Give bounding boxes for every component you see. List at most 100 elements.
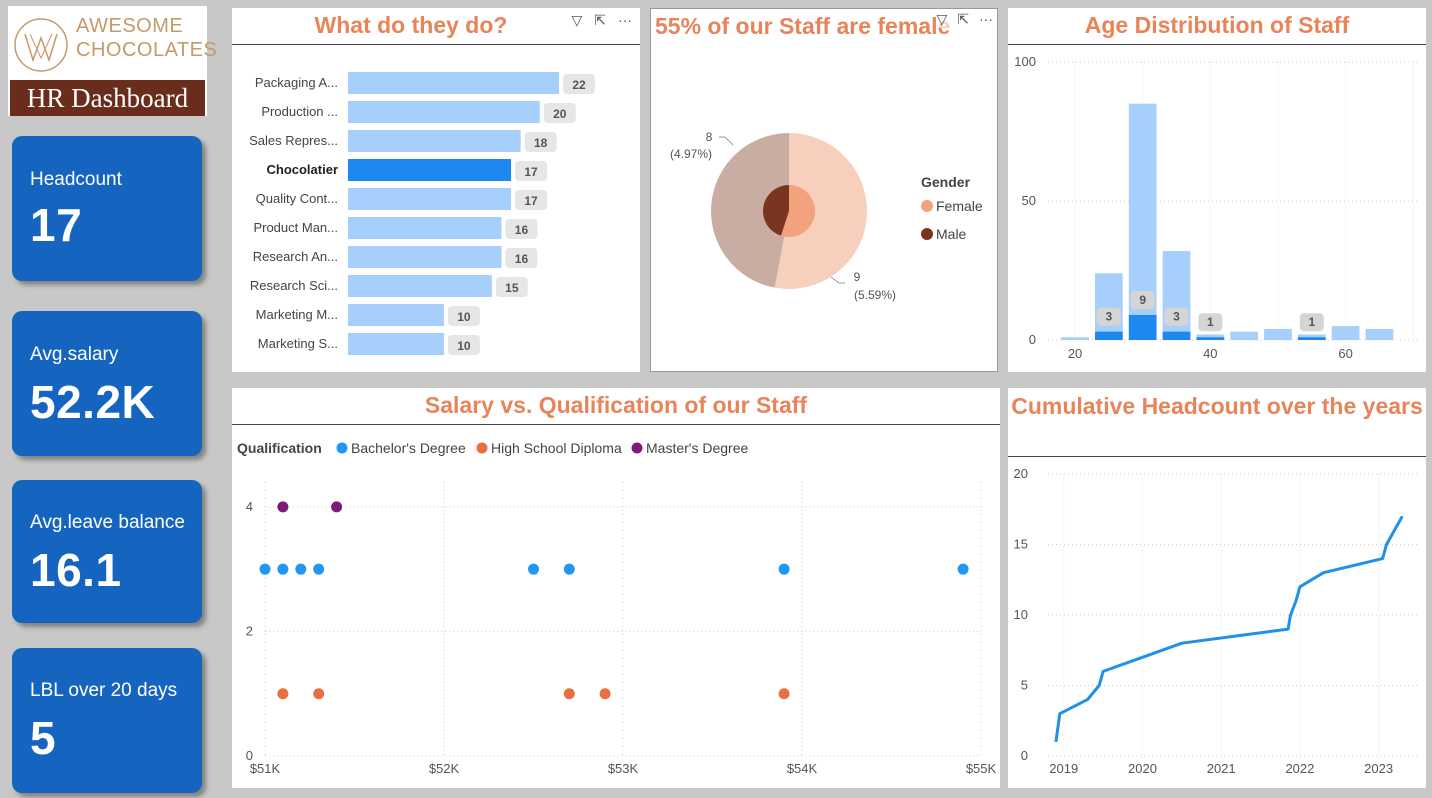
- kpi-card-avg-salary[interactable]: Avg.salary 52.2K: [12, 311, 202, 456]
- more-options-icon[interactable]: ···: [618, 12, 632, 28]
- legend-label-male: Male: [936, 226, 967, 242]
- scatter-point: [259, 563, 271, 575]
- filter-icon[interactable]: ▽: [571, 12, 583, 28]
- bar-category-label: Sales Repres...: [249, 133, 338, 148]
- y-tick-label: 4: [246, 499, 253, 514]
- scatter-point: [778, 688, 790, 700]
- bar: [348, 275, 492, 297]
- gender-donut-chart: 8 (4.97%) 9 (5.59%) Gender Female Male: [670, 130, 983, 302]
- kpi-value: 52.2K: [30, 376, 156, 428]
- histogram-bar: [1061, 337, 1089, 340]
- x-tick-label: $55K: [966, 761, 997, 776]
- y-tick-label: 100: [1014, 54, 1036, 69]
- x-tick-label: $54K: [787, 761, 818, 776]
- kpi-label: Avg.leave balance: [30, 512, 185, 533]
- bar-category-label: Product Man...: [253, 220, 338, 235]
- data-label-bg: [515, 190, 548, 210]
- more-options-icon[interactable]: ···: [979, 11, 993, 27]
- y-tick-label: 0: [246, 748, 253, 763]
- data-label-bg: [1130, 290, 1155, 309]
- bar-category-label: Quality Cont...: [256, 191, 338, 206]
- bar: [348, 304, 444, 326]
- scatter-point: [528, 563, 539, 575]
- scatter-point: [563, 563, 575, 575]
- slice-label-value: 8: [706, 130, 713, 144]
- logo-mark-icon: [14, 18, 68, 72]
- data-label: 16: [515, 252, 529, 266]
- legend-marker-female: [921, 200, 933, 212]
- histogram-bar: [1230, 331, 1259, 340]
- data-label: 10: [457, 339, 471, 353]
- bar: [348, 130, 521, 152]
- bar: [348, 159, 512, 181]
- y-tick-label: 5: [1021, 678, 1028, 693]
- bar-category-label: Marketing S...: [258, 336, 338, 351]
- histogram-bar: [1264, 328, 1292, 340]
- kpi-card-lbl-over-20-days[interactable]: LBL over 20 days 5: [12, 648, 202, 793]
- cumulative-chart-panel[interactable]: Cumulative Headcount over the years 0 5 10…: [1008, 388, 1426, 788]
- kpi-value: 5: [30, 712, 57, 764]
- visual-header-icons: ▽ ⇱ ···: [936, 11, 993, 28]
- data-label-bg: [1299, 313, 1324, 332]
- leader-line: [830, 276, 845, 284]
- data-label: 17: [524, 194, 538, 208]
- y-tick-label: 15: [1014, 537, 1028, 552]
- y-tick-label: 2: [246, 623, 253, 638]
- x-tick-label: 2021: [1207, 761, 1236, 776]
- data-label-bg: [505, 219, 538, 239]
- legend-title: Qualification: [237, 440, 322, 456]
- scatter-point: [599, 688, 611, 700]
- kpi-label: Headcount: [30, 169, 122, 190]
- y-tick-label: 10: [1014, 607, 1028, 622]
- data-label: 15: [505, 281, 519, 295]
- data-label: 9: [1139, 293, 1146, 307]
- chart-title: Cumulative Headcount over the years: [1011, 393, 1423, 419]
- salary-scatter-chart: Qualification Bachelor's Degree High Schoo…: [237, 440, 997, 776]
- kpi-card-headcount[interactable]: Headcount 17: [12, 136, 202, 281]
- bar-category-label: Production ...: [261, 104, 338, 119]
- scatter-point: [313, 688, 325, 700]
- age-chart-panel[interactable]: Age Distribution of Staff 0 50 100 20 40 60 3 9…: [1008, 8, 1426, 372]
- brand-line1: AWESOME: [76, 15, 184, 37]
- data-label: 1: [1207, 315, 1214, 329]
- x-tick-label: 2020: [1128, 761, 1157, 776]
- x-tick-label: 2019: [1049, 761, 1078, 776]
- data-label: 10: [457, 310, 471, 324]
- bar: [348, 246, 502, 268]
- data-label: 17: [524, 165, 538, 179]
- histogram-bar-highlight: [1128, 314, 1157, 340]
- bar-category-label: Packaging A...: [255, 75, 338, 90]
- x-tick-label: 40: [1203, 346, 1217, 361]
- legend-marker: [476, 442, 488, 454]
- gender-chart-panel[interactable]: 55% of our Staff are female ▽ ⇱ ··· 8 (4.…: [650, 8, 998, 372]
- chart-title: Salary vs. Qualification of our Staff: [424, 392, 808, 418]
- data-label-bg: [1164, 307, 1189, 326]
- x-tick-label: $52K: [429, 761, 460, 776]
- data-label: 16: [515, 223, 529, 237]
- slice-label-value: 9: [854, 270, 861, 284]
- data-label-bg: [515, 161, 548, 181]
- x-tick-label: 60: [1338, 346, 1352, 361]
- data-label: 1: [1308, 315, 1315, 329]
- kpi-card-avg-leave-balance[interactable]: Avg.leave balance 16.1: [12, 480, 202, 623]
- legend-title: Gender: [921, 174, 971, 190]
- chart-title: What do they do?: [314, 12, 508, 38]
- histogram-bar: [1365, 328, 1394, 340]
- dashboard-title: HR Dashboard: [10, 80, 205, 116]
- data-label: 20: [553, 107, 567, 121]
- inner-slice-male: [763, 185, 789, 236]
- data-label-bg: [447, 306, 480, 326]
- roles-chart-panel[interactable]: What do they do? ▽ ⇱ ··· Packaging A... 2…: [232, 8, 640, 372]
- bar-category-label: Research Sci...: [250, 278, 338, 293]
- pie-slice-male: [710, 133, 789, 288]
- focus-mode-icon[interactable]: ⇱: [957, 11, 969, 27]
- filter-icon[interactable]: ▽: [936, 11, 948, 27]
- data-label-bg: [1096, 307, 1121, 326]
- salary-chart-panel[interactable]: Salary vs. Qualification of our Staff Qu…: [232, 388, 1000, 788]
- data-label-bg: [505, 248, 538, 268]
- focus-mode-icon[interactable]: ⇱: [594, 12, 606, 28]
- data-label-bg: [563, 74, 595, 94]
- x-tick-label: $51K: [250, 761, 281, 776]
- data-label-bg: [543, 103, 576, 123]
- kpi-label: Avg.salary: [30, 344, 119, 365]
